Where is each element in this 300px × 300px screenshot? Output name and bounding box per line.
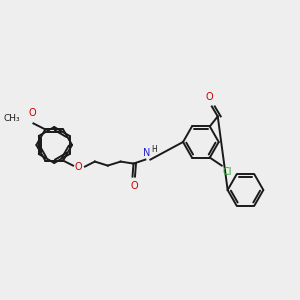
Text: O: O (74, 162, 82, 172)
Text: CH₃: CH₃ (4, 114, 20, 123)
Text: N: N (143, 148, 150, 158)
Text: O: O (131, 181, 138, 190)
Text: O: O (205, 92, 213, 102)
Text: Cl: Cl (223, 167, 232, 177)
Text: O: O (28, 108, 36, 118)
Text: H: H (151, 145, 157, 154)
